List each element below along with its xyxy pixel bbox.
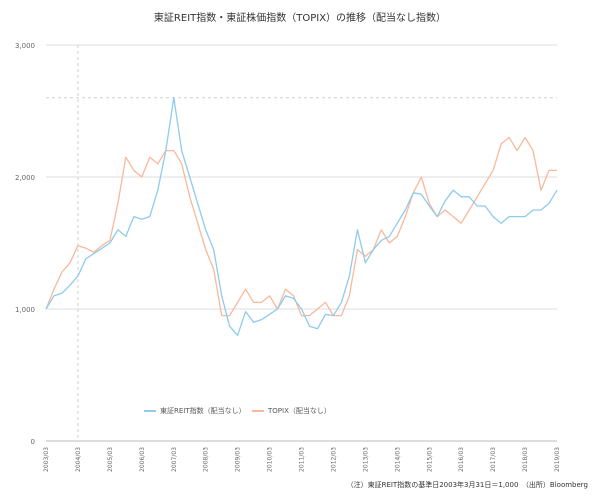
- x-tick-label: 2013/03: [362, 447, 369, 472]
- x-tick-label: 2007/03: [171, 447, 178, 472]
- y-tick-label: 3,000: [15, 42, 35, 50]
- footnote: （注）東証REIT指数の基準日2003年3月31日＝1,000 （出所）Bloo…: [346, 481, 588, 489]
- x-tick-label: 2004/03: [75, 447, 82, 472]
- x-tick-label: 2015/03: [426, 447, 433, 472]
- x-tick-label: 2017/03: [490, 447, 497, 472]
- y-tick-label: 2,000: [15, 174, 35, 182]
- legend-label-reit: 東証REIT指数（配当なし）: [160, 407, 246, 415]
- x-tick-label: 2010/03: [267, 447, 274, 472]
- y-tick-label: 0: [31, 438, 35, 446]
- legend-label-topix: TOPIX（配当なし）: [268, 407, 331, 415]
- x-tick-label: 2016/03: [458, 447, 465, 472]
- legend-swatch-reit: [144, 410, 156, 412]
- legend-item-reit: 東証REIT指数（配当なし）: [144, 406, 246, 416]
- x-tick-label: 2003/03: [43, 447, 50, 472]
- grid-layer: [46, 44, 557, 442]
- axis-layer: 0 1,000 2,000 3,000 2003/03 2004/03 2005/03 200…: [15, 42, 561, 472]
- chart-title: 東証REIT指数・東証株価指数（TOPIX）の推移（配当なし指数）: [153, 13, 447, 24]
- y-tick-label: 1,000: [15, 306, 35, 314]
- x-tick-label: 2011/03: [299, 447, 306, 472]
- series-layer: [45, 97, 558, 337]
- legend-swatch-topix: [252, 410, 264, 412]
- x-tick-label: 2018/03: [522, 447, 529, 472]
- x-tick-label: 2008/03: [203, 447, 210, 472]
- series-line-reit: [45, 97, 558, 337]
- x-tick-label: 2019/03: [554, 447, 561, 472]
- x-tick-label: 2014/03: [394, 447, 401, 472]
- x-tick-label: 2009/03: [235, 447, 242, 472]
- legend-item-topix: TOPIX（配当なし）: [252, 406, 331, 416]
- x-tick-label: 2005/03: [107, 447, 114, 472]
- x-tick-label: 2012/03: [330, 447, 337, 472]
- x-tick-label: 2006/03: [139, 447, 146, 472]
- series-line-topix: [45, 136, 557, 317]
